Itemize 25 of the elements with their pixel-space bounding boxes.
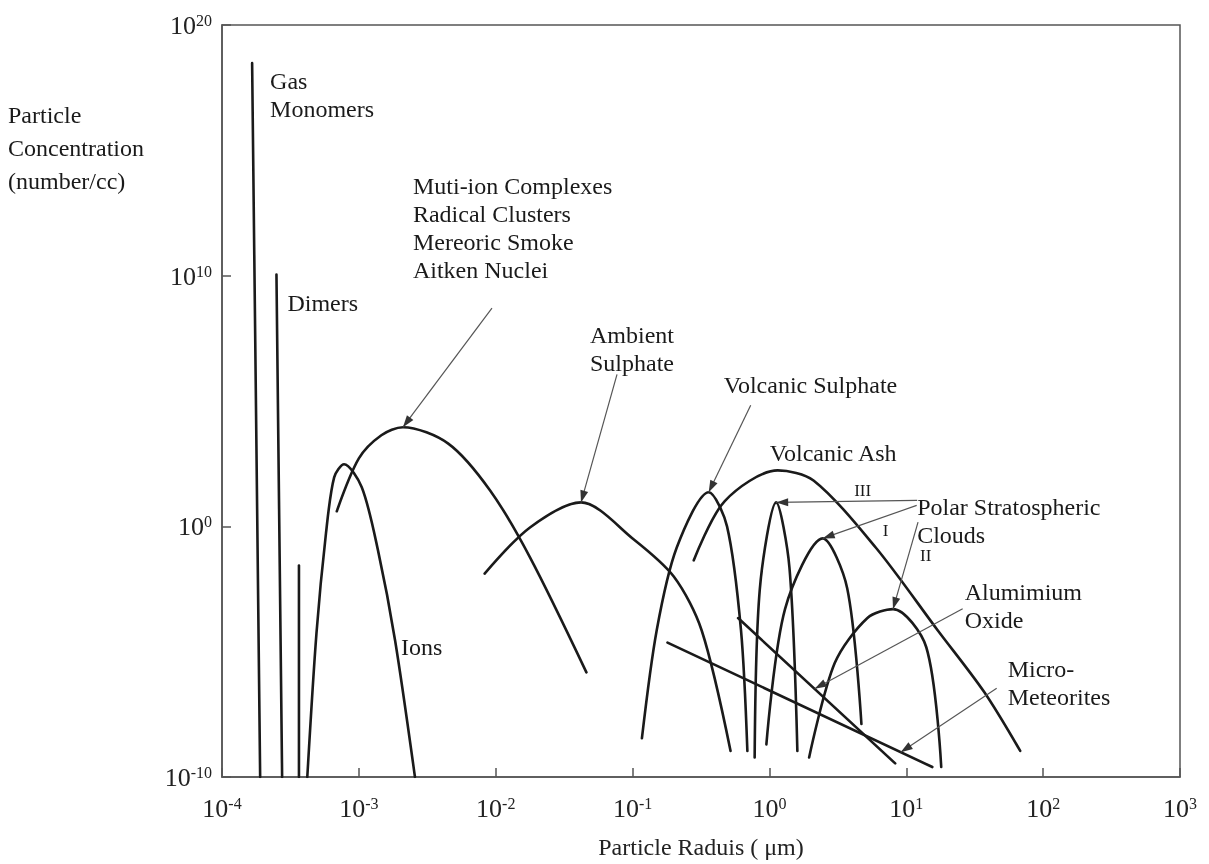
x-tick-label: 10$^{2}$ bbox=[1026, 794, 1061, 823]
x-tick-label: 10$^{0}$ bbox=[752, 794, 787, 823]
annotation: I bbox=[882, 520, 889, 540]
annotation: Volcanic Sulphate bbox=[723, 372, 898, 399]
annotation: III bbox=[854, 480, 872, 500]
annotation: Alumimium Oxide bbox=[964, 578, 1083, 633]
y-tick-label: 10$^{0}$ bbox=[178, 512, 212, 542]
annotation: Volcanic Ash bbox=[769, 440, 897, 467]
x-tick-label: 10$^{-2}$ bbox=[476, 794, 516, 823]
y-axis-title: Particle Concentration (number/cc) bbox=[8, 102, 144, 194]
annotation: Ions bbox=[401, 634, 443, 661]
annotation: Muti-ion Complexes Radical Clusters Mereoric Smoke Aitken Nuclei bbox=[412, 173, 613, 284]
annotation: Gas Monomers bbox=[270, 68, 375, 123]
annotation: Dimers bbox=[287, 289, 359, 316]
annotation: Ambient Sulphate bbox=[590, 322, 675, 377]
x-tick-label: 10$^{-1}$ bbox=[612, 794, 653, 823]
y-tick-label: 10$^{-10}$ bbox=[164, 763, 212, 792]
x-tick-label: 10$^{1}$ bbox=[889, 794, 924, 823]
x-tick-label: 10$^{-3}$ bbox=[339, 794, 379, 823]
y-tick-label: 10$^{10}$ bbox=[170, 261, 212, 291]
x-tick-label: 10$^{-4}$ bbox=[202, 794, 242, 823]
y-tick-label: 10$^{20}$ bbox=[170, 11, 212, 40]
x-axis-title: Particle Raduis ( μm) bbox=[598, 834, 804, 860]
annotation: Micro- Meteorites bbox=[1007, 656, 1111, 711]
x-tick-label: 10$^{3}$ bbox=[1163, 794, 1197, 823]
